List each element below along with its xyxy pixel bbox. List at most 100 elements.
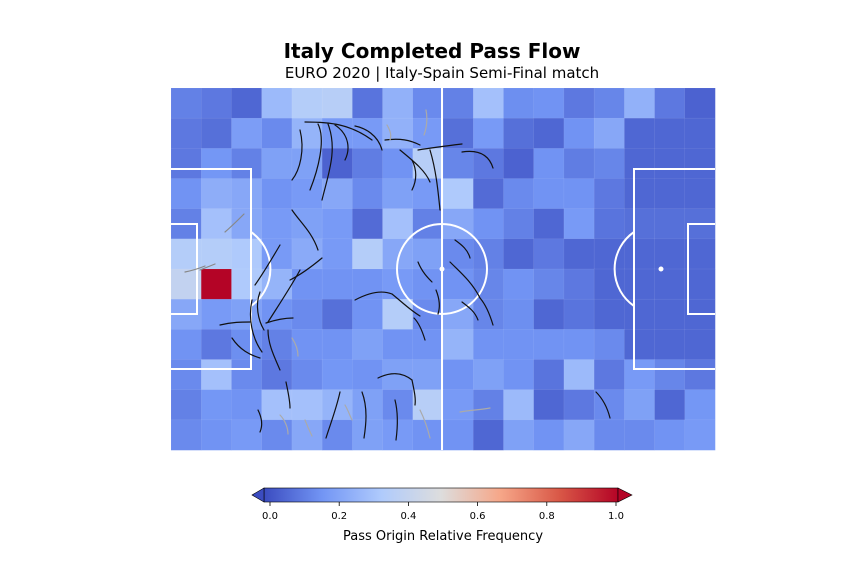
heatmap-cell: [170, 87, 202, 119]
heatmap-cell: [352, 419, 384, 451]
heatmap-cell: [684, 389, 716, 421]
heatmap-cell: [563, 208, 595, 240]
colorbar-tick-label: 0.2: [331, 511, 347, 522]
flow-line: [249, 299, 263, 353]
heatmap-cell: [170, 329, 202, 361]
heatmap-cell: [170, 389, 202, 421]
heatmap-cell: [563, 117, 595, 149]
heatmap-cell: [533, 359, 565, 391]
flow-line: [411, 379, 416, 406]
heatmap-cell: [654, 359, 686, 391]
heatmap-cell: [472, 329, 504, 361]
heatmap-cell: [261, 389, 293, 421]
heatmap-cell: [503, 87, 535, 119]
flow-line: [461, 150, 494, 169]
heatmap-cell: [593, 117, 625, 149]
heatmap-cell: [442, 329, 474, 361]
heatmap-cell: [563, 268, 595, 300]
heatmap-cell: [503, 117, 535, 149]
heatmap-cell: [352, 208, 384, 240]
heatmap-cell: [261, 298, 293, 330]
heatmap-cell: [200, 87, 232, 119]
heatmap-cell: [654, 117, 686, 149]
flow-line: [461, 301, 479, 321]
heatmap-cell: [472, 389, 504, 421]
flow-line: [384, 138, 421, 146]
flow-line: [256, 291, 265, 331]
heatmap-cell: [654, 148, 686, 180]
heatmap-cell: [593, 359, 625, 391]
flow-line: [321, 123, 333, 201]
heatmap-cell: [654, 419, 686, 451]
right-penalty-box: [633, 168, 715, 370]
heatmap-cell: [200, 208, 232, 240]
heatmap-cell: [231, 298, 263, 330]
heatmap-cell: [412, 268, 444, 300]
heatmap-cell: [200, 178, 232, 210]
heatmap-cell: [563, 329, 595, 361]
heatmap-cell: [321, 87, 353, 119]
heatmap-cell: [352, 298, 384, 330]
heatmap-cell: [200, 329, 232, 361]
heatmap-cell: [684, 178, 716, 210]
heatmap-cell: [382, 87, 414, 119]
heatmap-cell: [624, 178, 656, 210]
heatmap-cell: [291, 298, 323, 330]
heatmap-cell: [382, 298, 414, 330]
heatmap-cell: [382, 178, 414, 210]
flow-line: [334, 124, 349, 161]
heatmap-cell: [533, 419, 565, 451]
colorbar-tick-label: 0.6: [470, 511, 486, 522]
flow-line: [219, 321, 251, 326]
heatmap-cell: [624, 268, 656, 300]
heatmap-cell: [412, 238, 444, 270]
heatmap-cell: [503, 298, 535, 330]
heatmap-cell: [352, 238, 384, 270]
heatmap-cell: [200, 419, 232, 451]
flow-line: [254, 244, 281, 286]
heatmap-cell: [624, 238, 656, 270]
right-penalty-arc: [613, 231, 635, 307]
heatmap-cell: [624, 87, 656, 119]
heatmap-cell: [563, 238, 595, 270]
heatmap-cell: [563, 148, 595, 180]
heatmap-cell: [503, 268, 535, 300]
chart-subtitle: EURO 2020 | Italy-Spain Semi-Final match: [284, 64, 600, 82]
heatmap-cell: [593, 148, 625, 180]
left-penalty-arc: [250, 231, 272, 307]
heatmap-cell: [593, 419, 625, 451]
heatmap-cells: [170, 87, 716, 451]
flow-line: [386, 124, 392, 141]
colorbar-max-extend: [617, 487, 633, 503]
flow-line: [449, 261, 481, 299]
flow-line: [354, 291, 393, 301]
heatmap-cell: [472, 178, 504, 210]
heatmap-cell: [503, 238, 535, 270]
heatmap-cell: [533, 148, 565, 180]
heatmap-cell: [472, 208, 504, 240]
heatmap-cell: [261, 268, 293, 300]
heatmap-cell: [472, 419, 504, 451]
heatmap-cell: [231, 208, 263, 240]
heatmap-cell: [200, 148, 232, 180]
heatmap-cell: [170, 148, 202, 180]
heatmap-cell: [593, 208, 625, 240]
heatmap-cell: [533, 87, 565, 119]
flow-line: [309, 123, 322, 191]
heatmap-cell: [412, 359, 444, 391]
heatmap-cell: [321, 389, 353, 421]
heatmap-cell: [503, 329, 535, 361]
heatmap-cell: [654, 329, 686, 361]
heatmap-cell: [412, 419, 444, 451]
heatmap-cell: [321, 298, 353, 330]
heatmap-cell: [654, 389, 686, 421]
heatmap-cell: [684, 238, 716, 270]
heatmap-cell: [563, 389, 595, 421]
centre-circle: [396, 223, 488, 315]
colorbar-label: Pass Origin Relative Frequency: [342, 529, 544, 544]
heatmap-cell: [654, 298, 686, 330]
colorbar-ticks: 0.0 0.2 0.4 0.6 0.8 1.0: [262, 502, 624, 522]
heatmap-cell: [231, 238, 263, 270]
flow-line: [231, 337, 261, 359]
heatmap-cell: [563, 87, 595, 119]
